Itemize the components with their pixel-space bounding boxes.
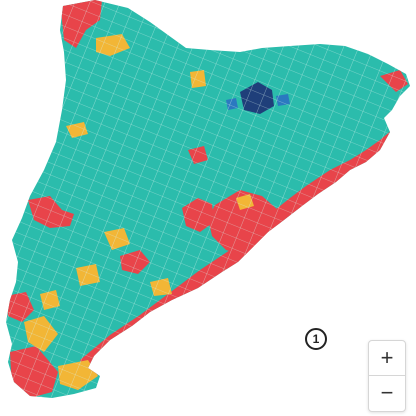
zoom-in-icon: + xyxy=(380,345,394,370)
zoom-out-button[interactable]: − xyxy=(369,375,405,410)
zoom-control: + − xyxy=(368,340,406,412)
info-marker-button[interactable]: 1 xyxy=(305,328,327,350)
zoom-out-icon: − xyxy=(380,380,394,405)
zoom-in-button[interactable]: + xyxy=(369,341,405,375)
red-east-patch xyxy=(346,168,372,194)
info-marker-label: 1 xyxy=(312,332,320,346)
